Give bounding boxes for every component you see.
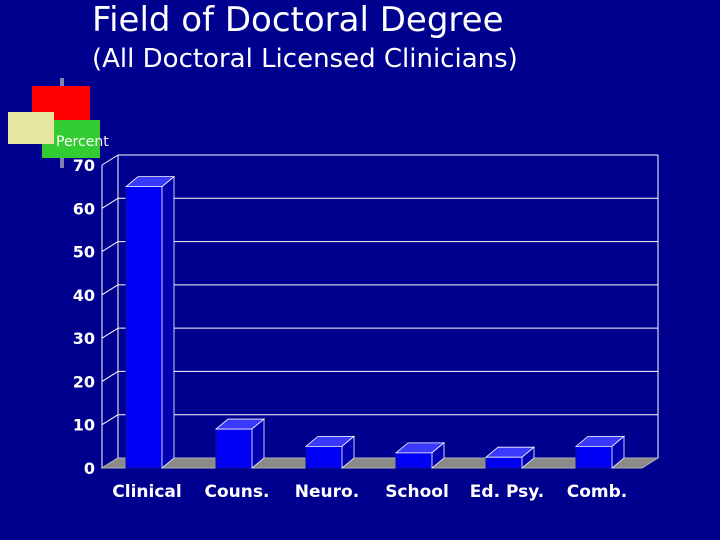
bar-side [251,418,265,469]
x-tick-label: Neuro. [295,482,359,502]
bar-side [341,435,355,469]
bar-side [431,441,445,469]
x-tick-label: Comb. [567,482,628,502]
gridline-depth [101,284,119,296]
bars-layer [124,175,626,469]
y-tick-label: 70 [73,156,95,175]
slide-logo [8,78,100,168]
bar-front [575,445,613,469]
x-tick-label: Ed. Psy. [470,482,544,502]
y-tick-label: 10 [73,416,95,435]
category-labels: Clinical Couns. Neuro. School Ed. Psy. Comb. [112,482,627,502]
y-tick-label: 60 [73,199,95,218]
bar-front [125,186,163,469]
gridline-depth [101,197,119,209]
y-tick-label: 30 [73,329,95,348]
gridline-depth [101,241,119,252]
gridline-depth [101,371,119,382]
bar-front [395,452,433,469]
bar-front [485,456,523,469]
y-tick-label: 20 [73,372,95,391]
bar-side [611,435,625,469]
x-tick-label: Couns. [205,482,270,502]
chart-floor [100,457,660,469]
bar-front [305,445,343,469]
grid-layer [101,154,659,469]
gridline-depth [101,327,119,339]
floor-layer [100,457,660,469]
slide-title: Field of Doctoral Degree [92,0,504,40]
ticks-layer: 0 10 20 30 40 50 60 70 [73,156,95,478]
bar-side [521,446,535,469]
logo-yellow-block [8,112,54,144]
x-tick-label: Clinical [112,482,181,502]
y-tick-label: 50 [73,243,95,262]
slide-subtitle: (All Doctoral Licensed Clinicians) [92,44,518,74]
gridline-depth [101,154,119,166]
y-tick-label: 40 [73,286,95,305]
bar-side [161,175,175,469]
gridline-depth [101,414,119,426]
y-axis-label: Percent [56,134,109,150]
bar-front [215,428,253,469]
x-tick-label: School [385,482,449,502]
y-tick-label: 0 [84,459,95,478]
